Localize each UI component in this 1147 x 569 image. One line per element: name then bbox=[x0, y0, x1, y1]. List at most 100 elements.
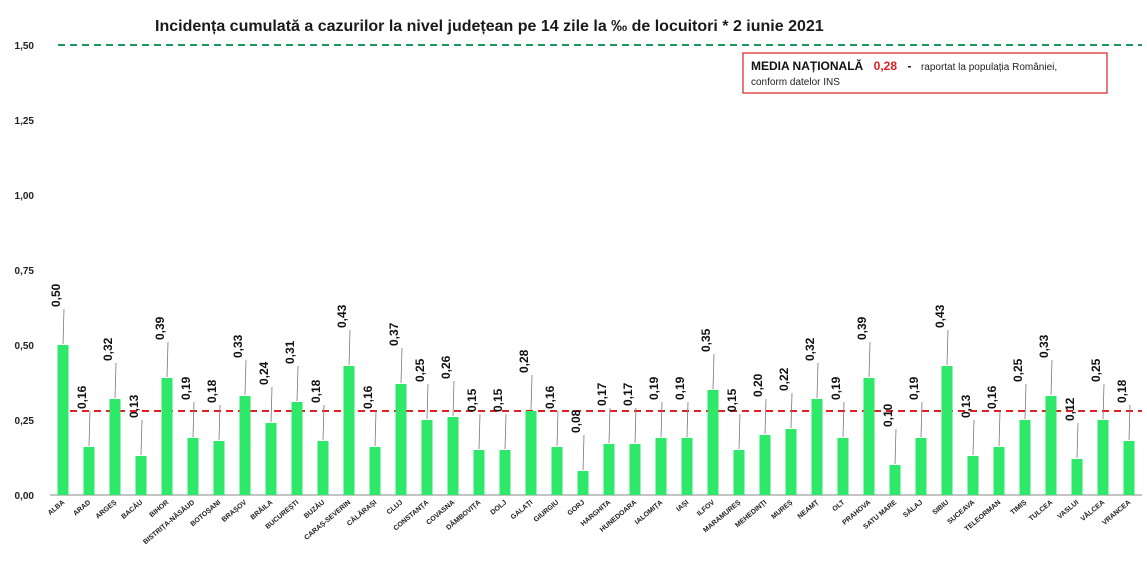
x-tick-label: VÂLCEA bbox=[1078, 498, 1106, 523]
bar bbox=[109, 399, 121, 495]
bar bbox=[187, 438, 199, 495]
bar bbox=[473, 450, 485, 495]
leader-line bbox=[634, 407, 637, 444]
data-label: 0,15 bbox=[465, 388, 479, 412]
data-label: 0,17 bbox=[595, 382, 609, 406]
leader-line bbox=[400, 347, 403, 384]
bar bbox=[135, 456, 147, 495]
x-tick-label: SĂLAJ bbox=[901, 498, 924, 520]
bar bbox=[759, 435, 771, 495]
bar bbox=[421, 420, 433, 495]
bar bbox=[811, 399, 823, 495]
data-label: 0,43 bbox=[335, 304, 349, 328]
data-label: 0,12 bbox=[1063, 397, 1077, 421]
x-tick-label: TULCEA bbox=[1028, 499, 1054, 523]
bar bbox=[265, 423, 277, 495]
bar bbox=[577, 471, 589, 495]
x-tick-label: BRĂILA bbox=[248, 498, 274, 522]
bar bbox=[343, 366, 355, 495]
bars bbox=[57, 345, 1135, 495]
leader-line bbox=[530, 374, 533, 411]
data-label: 0,17 bbox=[621, 382, 635, 406]
data-label-leaders bbox=[62, 308, 1131, 471]
x-tick-label: BUZĂU bbox=[302, 498, 327, 521]
bar bbox=[655, 438, 667, 495]
y-axis: 0,00 0,25 0,50 0,75 1,00 1,25 1,50 bbox=[15, 41, 35, 502]
data-label: 0,16 bbox=[985, 385, 999, 409]
data-label: 0,10 bbox=[881, 403, 895, 427]
bar bbox=[213, 441, 225, 495]
x-tick-label: ARGEȘ bbox=[95, 499, 119, 521]
annotation-value: 0,28 bbox=[874, 59, 898, 73]
bar bbox=[863, 378, 875, 495]
data-label: 0,18 bbox=[309, 379, 323, 403]
leader-line bbox=[712, 353, 715, 390]
leader-line bbox=[816, 362, 819, 399]
leader-line bbox=[556, 410, 559, 447]
x-tick-label: ARAD bbox=[72, 499, 92, 517]
bar bbox=[1123, 441, 1135, 495]
bar bbox=[733, 450, 745, 495]
leader-line bbox=[114, 362, 117, 399]
leader-line bbox=[608, 407, 611, 444]
leader-line bbox=[296, 365, 299, 402]
leader-line bbox=[140, 419, 143, 456]
leader-line bbox=[348, 329, 351, 366]
data-label: 0,19 bbox=[647, 376, 661, 400]
data-label: 0,25 bbox=[413, 358, 427, 382]
leader-line bbox=[426, 383, 429, 420]
data-label: 0,16 bbox=[543, 385, 557, 409]
annotation-separator: - bbox=[907, 59, 911, 73]
leader-line bbox=[62, 308, 65, 345]
bar bbox=[1019, 420, 1031, 495]
data-label: 0,08 bbox=[569, 409, 583, 433]
data-label: 0,25 bbox=[1089, 358, 1103, 382]
leader-line bbox=[868, 341, 871, 378]
leader-line bbox=[374, 410, 377, 447]
y-tick-label: 0,50 bbox=[15, 341, 35, 352]
x-tick-label: ALBA bbox=[47, 499, 66, 517]
x-tick-label: BIHOR bbox=[149, 499, 171, 519]
x-tick-label: CLUJ bbox=[386, 499, 405, 516]
bar bbox=[525, 411, 537, 495]
bar bbox=[161, 378, 173, 495]
data-label: 0,13 bbox=[127, 394, 141, 418]
bar bbox=[707, 390, 719, 495]
leader-line bbox=[452, 380, 455, 417]
bar bbox=[499, 450, 511, 495]
data-label: 0,19 bbox=[829, 376, 843, 400]
bar bbox=[317, 441, 329, 495]
leader-line bbox=[582, 434, 585, 471]
reference-lines bbox=[58, 44, 1142, 412]
leader-line bbox=[920, 401, 923, 438]
bar bbox=[1097, 420, 1109, 495]
bar bbox=[395, 384, 407, 495]
bar bbox=[629, 444, 641, 495]
bar bbox=[1071, 459, 1083, 495]
leader-line bbox=[1128, 404, 1131, 441]
bar bbox=[993, 447, 1005, 495]
data-label: 0,19 bbox=[179, 376, 193, 400]
leader-line bbox=[946, 329, 949, 366]
data-label: 0,33 bbox=[231, 334, 245, 358]
data-label: 0,35 bbox=[699, 328, 713, 352]
data-label: 0,50 bbox=[49, 283, 63, 307]
bar bbox=[447, 417, 459, 495]
leader-line bbox=[88, 410, 91, 447]
leader-line bbox=[842, 401, 845, 438]
leader-line bbox=[894, 428, 897, 465]
bar bbox=[967, 456, 979, 495]
data-label: 0,22 bbox=[777, 367, 791, 391]
x-tick-label: IAȘI bbox=[675, 499, 690, 513]
data-label: 0,28 bbox=[517, 349, 531, 373]
data-label: 0,26 bbox=[439, 355, 453, 379]
bar bbox=[681, 438, 693, 495]
bar bbox=[369, 447, 381, 495]
data-label: 0,16 bbox=[75, 385, 89, 409]
data-label: 0,33 bbox=[1037, 334, 1051, 358]
x-tick-label: IALOMIȚA bbox=[634, 499, 664, 526]
annotation-text-2: conform datelor INS bbox=[751, 77, 840, 88]
x-tick-label: GORJ bbox=[567, 499, 587, 517]
x-tick-label: BACĂU bbox=[119, 498, 144, 521]
